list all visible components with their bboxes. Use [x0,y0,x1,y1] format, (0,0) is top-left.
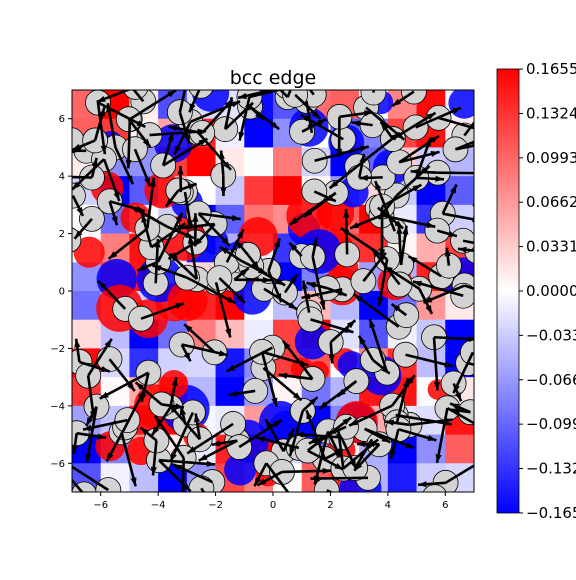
displacement-arrow [373,50,380,93]
y-tick-label: −4 [50,401,65,412]
field-cell [273,147,302,176]
y-tick-label: 0 [59,287,65,298]
field-cell [216,377,245,406]
colorbar-tick-label: −0.165 [526,504,576,522]
colorbar-tick-label: −0.099 [526,415,576,433]
y-tick-label: 6 [59,114,65,125]
x-tick-label: −4 [151,500,166,511]
colorbar-tick-label: −0.066 [526,371,576,389]
displacement-arrow [408,495,435,501]
y-tick-label: 4 [59,172,65,183]
field-cell [101,234,130,263]
y-axis: −6 −4 −2 0 2 4 6 [50,114,72,470]
field-blob [448,87,480,119]
displacement-arrow [41,240,68,252]
x-tick-label: 4 [385,500,391,511]
colorbar-tick-label: 0.1324 [526,104,576,122]
y-tick-label: 2 [59,229,65,240]
field-cell [244,176,273,205]
colorbar-tick-label: −0.132 [526,460,576,478]
chart-title: bcc edge [230,67,317,89]
field-cell [244,119,273,148]
x-tick-label: −2 [208,500,223,511]
colorbar-tick-label: 0.0662 [526,193,576,211]
displacement-arrow [416,497,435,503]
colorbar-tick-label: −0.033 [526,326,576,344]
x-tick-label: 0 [270,500,276,511]
colorbar-tick-label: 0.1655 [526,60,576,78]
field-cell [445,435,474,464]
x-tick-label: 6 [442,500,448,511]
colorbar-gradient [497,69,519,513]
colorbar-ticks: 0.1655 0.1324 0.0993 0.0662 0.0331 0.0000 −0.0… [519,60,576,522]
colorbar-tick-label: 0.0993 [526,149,576,167]
field-cell [388,463,417,492]
displacement-arrow [135,59,141,87]
plot-area [30,46,515,533]
colorbar-tick-label: 0.0331 [526,238,576,256]
atom-marker [123,74,148,99]
displacement-arrow [30,113,72,141]
x-tick-label: −6 [93,500,108,511]
y-tick-label: −6 [50,459,65,470]
atom-marker [188,73,213,98]
x-axis: −6 −4 −2 0 2 4 6 [93,492,448,511]
y-tick-label: −2 [50,344,65,355]
colorbar: 0.1655 0.1324 0.0993 0.0662 0.0331 0.0000 −0.0… [497,60,576,522]
colorbar-tick-label: 0.0000 [526,282,576,300]
displacement-arrow [65,204,71,240]
field-cell [244,147,273,176]
x-tick-label: 2 [327,500,333,511]
